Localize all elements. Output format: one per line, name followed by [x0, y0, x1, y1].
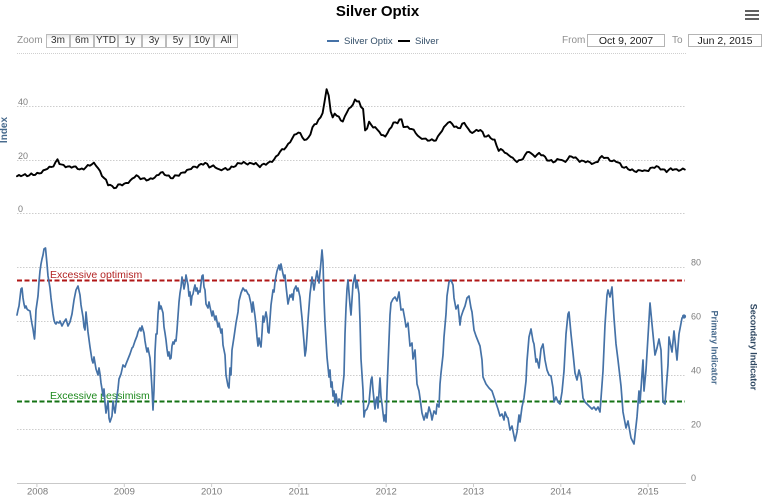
svg-text:2011: 2011 — [289, 487, 309, 498]
svg-text:20: 20 — [691, 420, 701, 430]
svg-text:2008: 2008 — [27, 487, 48, 498]
svg-text:2010: 2010 — [201, 487, 222, 498]
svg-text:80: 80 — [691, 258, 701, 268]
svg-text:0: 0 — [691, 473, 696, 483]
svg-text:2014: 2014 — [550, 487, 571, 498]
svg-text:Secondary Indicator: Secondary Indicator — [749, 304, 759, 391]
svg-text:Primary Indicator: Primary Indicator — [710, 310, 720, 385]
svg-text:Excessive pessimism: Excessive pessimism — [50, 390, 150, 402]
svg-text:Index: Index — [0, 117, 10, 144]
svg-text:20: 20 — [18, 151, 28, 161]
svg-text:40: 40 — [691, 366, 701, 376]
svg-text:40: 40 — [18, 97, 28, 107]
svg-text:60: 60 — [691, 312, 701, 322]
svg-text:2013: 2013 — [463, 487, 484, 498]
svg-text:Excessive optimism: Excessive optimism — [50, 269, 142, 281]
svg-text:2009: 2009 — [114, 487, 135, 498]
svg-text:2015: 2015 — [638, 487, 659, 498]
svg-text:2012: 2012 — [376, 487, 397, 498]
svg-text:0: 0 — [18, 204, 23, 214]
